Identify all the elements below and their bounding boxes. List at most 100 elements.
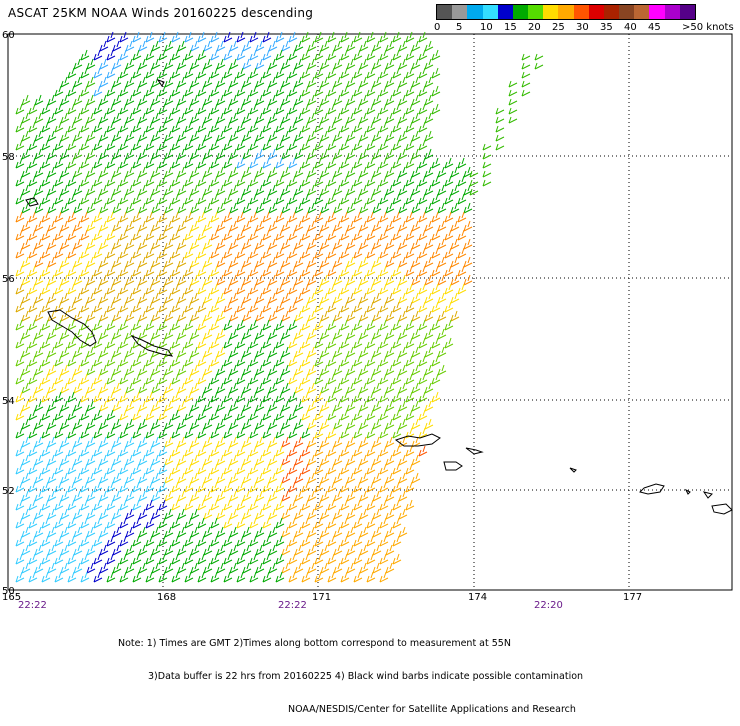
wind-barb <box>320 76 330 88</box>
wind-barb <box>119 229 129 241</box>
wind-barb <box>197 301 207 313</box>
wind-barb <box>346 184 356 196</box>
wind-barb <box>210 481 220 493</box>
wind-barb <box>418 139 428 151</box>
wind-barb <box>41 247 51 259</box>
wind-barb <box>411 292 421 304</box>
island <box>394 433 441 447</box>
wind-barb <box>359 256 369 268</box>
wind-barb <box>444 157 454 169</box>
wind-barb <box>190 292 200 304</box>
wind-barb <box>288 427 298 439</box>
wind-barb <box>340 85 350 97</box>
wind-barb <box>177 364 187 376</box>
wind-barb <box>164 238 174 250</box>
island <box>156 79 165 87</box>
wind-barb <box>138 544 148 556</box>
legend-swatch <box>664 5 680 19</box>
wind-barb <box>145 283 155 295</box>
wind-barb <box>346 562 356 574</box>
wind-barb <box>60 382 70 394</box>
wind-barb <box>242 472 252 484</box>
wind-barb <box>47 346 57 358</box>
wind-barb <box>197 121 207 133</box>
wind-barb <box>73 202 83 214</box>
wind-barb <box>145 517 155 529</box>
wind-barb <box>197 103 207 115</box>
wind-barb <box>418 265 428 277</box>
wind-barb <box>151 220 161 232</box>
wind-barb <box>242 346 252 358</box>
wind-barb <box>249 499 259 511</box>
wind-barb <box>366 463 376 475</box>
wind-barb <box>151 508 161 520</box>
wind-barb <box>294 454 304 466</box>
wind-barb <box>418 49 428 61</box>
wind-barb <box>203 544 213 556</box>
wind-barb <box>73 148 83 160</box>
wind-barb <box>125 40 135 52</box>
wind-barb <box>385 310 395 322</box>
wind-barb <box>281 310 291 322</box>
wind-barb <box>327 427 337 439</box>
wind-barb <box>80 247 90 259</box>
wind-barb <box>457 157 467 169</box>
wind-barb <box>158 445 168 457</box>
wind-barb <box>366 283 376 295</box>
wind-barb <box>21 256 31 268</box>
wind-barb <box>80 445 90 457</box>
wind-barb <box>80 283 90 295</box>
wind-barb <box>398 58 408 70</box>
pass-time-label: 22:22 <box>278 600 307 611</box>
wind-barb <box>327 193 337 205</box>
wind-barb <box>262 157 272 169</box>
wind-barb <box>145 553 155 565</box>
wind-barb <box>521 62 531 70</box>
wind-barb <box>210 319 220 331</box>
wind-barb <box>379 463 389 475</box>
wind-barb <box>255 148 265 160</box>
wind-barb <box>294 274 304 286</box>
wind-barb <box>268 418 278 430</box>
wind-barb <box>307 292 317 304</box>
wind-barb <box>372 76 382 88</box>
wind-barb <box>41 481 51 493</box>
wind-barb <box>210 67 220 79</box>
wind-barb <box>372 562 382 574</box>
wind-barb <box>60 76 70 88</box>
wind-barb <box>353 229 363 241</box>
wind-barb <box>255 220 265 232</box>
wind-barb <box>398 400 408 412</box>
wind-barb <box>359 238 369 250</box>
wind-barb <box>333 220 343 232</box>
wind-barb <box>249 481 259 493</box>
wind-barb <box>164 184 174 196</box>
wind-barb <box>112 562 122 574</box>
wind-barb <box>210 85 220 97</box>
wind-barb <box>450 238 460 250</box>
wind-barb <box>255 454 265 466</box>
wind-barb <box>301 409 311 421</box>
wind-barb <box>268 544 278 556</box>
wind-barb <box>158 229 168 241</box>
wind-barb <box>314 499 324 511</box>
wind-barb <box>21 364 31 376</box>
wind-barb <box>301 211 311 223</box>
wind-barb <box>73 544 83 556</box>
wind-barb <box>294 184 304 196</box>
wind-barb <box>411 400 421 412</box>
wind-barb <box>112 274 122 286</box>
wind-barb <box>177 472 187 484</box>
wind-barb <box>307 148 317 160</box>
wind-barb <box>190 436 200 448</box>
wind-barb <box>125 274 135 286</box>
wind-barb <box>203 400 213 412</box>
wind-barb <box>47 148 57 160</box>
wind-barb <box>106 85 116 97</box>
wind-barb <box>366 571 376 583</box>
wind-barb <box>333 346 343 358</box>
wind-barb <box>86 310 96 322</box>
wind-barb <box>275 103 285 115</box>
wind-barb <box>54 283 64 295</box>
legend-label: 40 <box>624 22 637 33</box>
